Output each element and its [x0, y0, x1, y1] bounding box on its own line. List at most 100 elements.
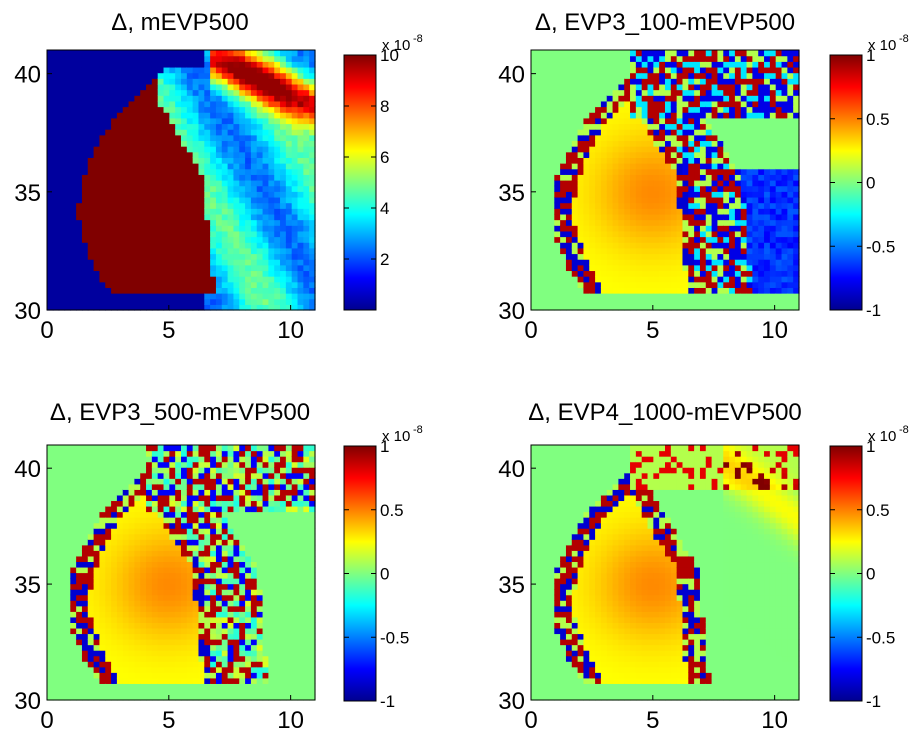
heatmap-cell: [64, 594, 71, 601]
heatmap-cell: [163, 140, 170, 147]
heatmap-cell: [116, 456, 124, 463]
heatmap-cell: [70, 95, 77, 102]
heatmap-cell: [64, 213, 71, 221]
heatmap-cell: [99, 672, 106, 679]
heatmap-cell: [618, 298, 625, 305]
heatmap-cell: [560, 78, 567, 85]
heatmap-cell: [99, 196, 106, 204]
heatmap-cell: [647, 55, 654, 62]
panel-title: Δ, mEVP500: [111, 9, 248, 36]
heatmap-cell: [221, 185, 229, 192]
heatmap-cell: [239, 276, 246, 283]
heatmap-cell: [250, 225, 258, 232]
heatmap-cell: [285, 276, 293, 283]
heatmap-cell: [105, 100, 112, 108]
heatmap-cell: [775, 259, 783, 266]
heatmap-cell: [291, 157, 299, 164]
heatmap-cell: [122, 494, 130, 502]
heatmap-cell: [111, 633, 118, 640]
heatmap-cell: [303, 95, 310, 102]
axes-frame: [530, 49, 800, 311]
heatmap-cell: [70, 622, 77, 629]
heatmap-cell: [717, 287, 724, 294]
heatmap-cell: [128, 185, 135, 192]
heatmap-cell: [111, 242, 118, 249]
heatmap-cell: [659, 95, 666, 102]
heatmap-cell: [793, 281, 800, 288]
heatmap-cell: [600, 213, 608, 221]
heatmap-cell: [309, 151, 316, 158]
heatmap-cell: [291, 106, 299, 113]
heatmap-cell: [64, 117, 71, 125]
heatmap-cell: [198, 230, 205, 238]
heatmap-cell: [699, 276, 707, 283]
heatmap-cell: [775, 270, 783, 277]
heatmap-cell: [93, 483, 101, 490]
colorbar-multiplier: x 10: [868, 37, 896, 54]
heatmap-cell: [531, 106, 538, 113]
heatmap-cell: [128, 287, 135, 294]
heatmap-cell: [99, 505, 106, 513]
heatmap-cell: [583, 281, 590, 288]
heatmap-cell: [682, 168, 689, 175]
heatmap-cell: [245, 117, 252, 125]
heatmap-cell: [111, 533, 118, 540]
heatmap-cell: [641, 100, 649, 108]
heatmap-cell: [694, 213, 701, 221]
heatmap-cell: [186, 264, 194, 272]
heatmap-cell: [659, 83, 666, 91]
heatmap-cell: [64, 655, 71, 662]
heatmap-cell: [694, 293, 701, 300]
heatmap-cell: [111, 572, 118, 579]
heatmap-cell: [630, 185, 637, 192]
heatmap-cell: [746, 219, 753, 226]
heatmap-cell: [105, 478, 112, 485]
heatmap-cell: [64, 600, 71, 607]
heatmap-cell: [64, 511, 71, 518]
heatmap-cell: [93, 230, 101, 238]
heatmap-cell: [659, 213, 666, 221]
heatmap-cell: [688, 83, 695, 91]
heatmap-cell: [734, 123, 742, 130]
heatmap-cell: [659, 72, 666, 79]
heatmap-cell: [233, 180, 240, 187]
heatmap-cell: [699, 140, 707, 147]
heatmap-cell: [105, 236, 112, 243]
heatmap-cell: [87, 461, 95, 468]
heatmap-cell: [186, 151, 194, 158]
heatmap-cell: [641, 219, 649, 226]
heatmap-cell: [52, 650, 60, 657]
heatmap-cell: [711, 106, 719, 113]
heatmap-cell: [717, 259, 724, 266]
heatmap-cell: [775, 202, 783, 209]
heatmap-cell: [285, 264, 293, 272]
heatmap-cell: [99, 185, 106, 192]
heatmap-cell: [76, 611, 83, 618]
heatmap-cell: [47, 293, 54, 300]
heatmap-cell: [210, 242, 217, 249]
heatmap-cell: [122, 298, 130, 305]
heatmap-cell: [583, 55, 590, 62]
heatmap-cell: [548, 304, 555, 311]
heatmap-cell: [221, 100, 229, 108]
heatmap-cell: [548, 287, 555, 294]
heatmap-cell: [175, 253, 182, 260]
heatmap-cell: [565, 66, 573, 74]
heatmap-cell: [583, 134, 590, 142]
heatmap-cell: [99, 276, 106, 283]
heatmap-cell: [705, 50, 713, 57]
heatmap-cell: [128, 180, 135, 187]
heatmap-cell: [630, 83, 637, 91]
heatmap-cell: [781, 208, 788, 215]
heatmap-cell: [740, 95, 748, 102]
heatmap-cell: [128, 293, 135, 300]
heatmap-cell: [641, 66, 649, 74]
heatmap-cell: [163, 304, 170, 311]
heatmap-cell: [198, 185, 205, 192]
heatmap-cell: [233, 106, 240, 113]
heatmap-cell: [105, 661, 112, 668]
heatmap-cell: [81, 472, 89, 479]
heatmap-cell: [600, 66, 608, 74]
heatmap-cell: [297, 163, 304, 170]
heatmap-cell: [705, 304, 713, 311]
